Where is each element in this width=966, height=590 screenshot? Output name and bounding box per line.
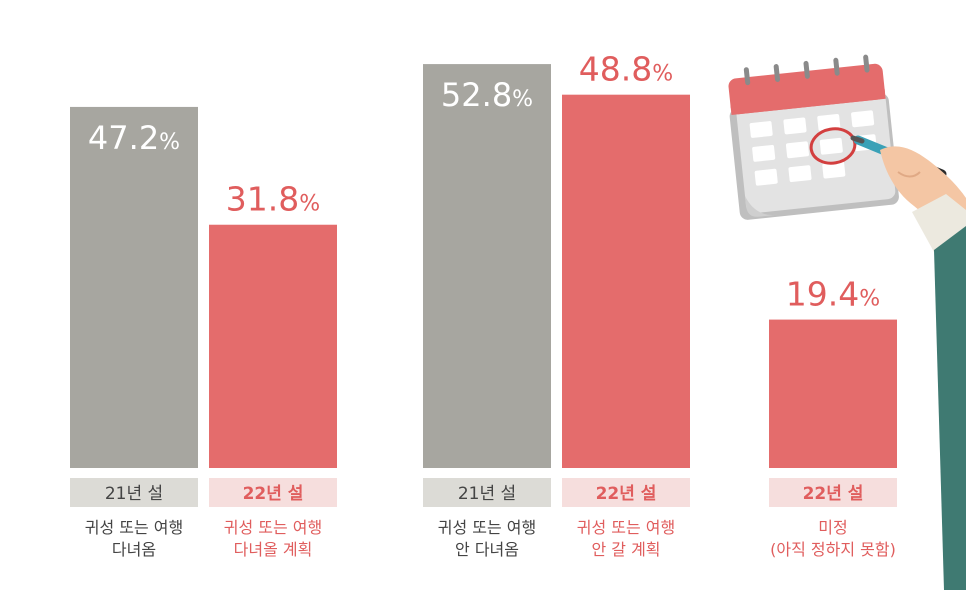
bar-value-label-4: 48.8% bbox=[579, 50, 673, 89]
bar-5 bbox=[769, 319, 897, 468]
category-label-1-line-1: 귀성 또는 여행 bbox=[85, 518, 184, 537]
bar-value-label-3: 52.8% bbox=[441, 76, 533, 114]
period-tag-3 bbox=[423, 478, 551, 507]
bar-3 bbox=[423, 64, 551, 468]
category-label-5-line-2: (아직 정하지 못함) bbox=[770, 540, 896, 559]
bar-value-label-5: 19.4% bbox=[786, 275, 880, 314]
category-label-2-line-1: 귀성 또는 여행 bbox=[224, 518, 323, 537]
category-label-5-line-1: 미정 bbox=[818, 518, 847, 537]
category-label-4-line-2: 안 갈 계획 bbox=[591, 540, 660, 559]
bar-4 bbox=[562, 94, 690, 469]
category-label-2-line-2: 다녀올 계획 bbox=[234, 540, 313, 559]
category-label-1-line-2: 다녀옴 bbox=[112, 540, 156, 559]
period-label-3: 21년 설 bbox=[458, 484, 516, 504]
bar-value-label-2: 31.8% bbox=[226, 180, 320, 219]
category-label-3-line-1: 귀성 또는 여행 bbox=[438, 518, 537, 537]
period-label-1: 21년 설 bbox=[105, 484, 163, 504]
period-tag-4 bbox=[562, 478, 690, 507]
period-label-2: 22년 설 bbox=[243, 484, 304, 504]
hand-pen-icon bbox=[850, 135, 966, 590]
category-label-3-line-2: 안 다녀옴 bbox=[455, 540, 519, 559]
calendar-icon bbox=[728, 54, 899, 220]
bar-2 bbox=[209, 224, 337, 468]
period-tag-1 bbox=[70, 478, 198, 507]
bar-value-label-1: 47.2% bbox=[88, 119, 180, 157]
period-tag-5 bbox=[769, 478, 897, 507]
category-label-4-line-1: 귀성 또는 여행 bbox=[577, 518, 676, 537]
bar-1 bbox=[70, 106, 198, 469]
period-label-5: 22년 설 bbox=[803, 484, 864, 504]
period-label-4: 22년 설 bbox=[596, 484, 657, 504]
period-tag-2 bbox=[209, 478, 337, 507]
